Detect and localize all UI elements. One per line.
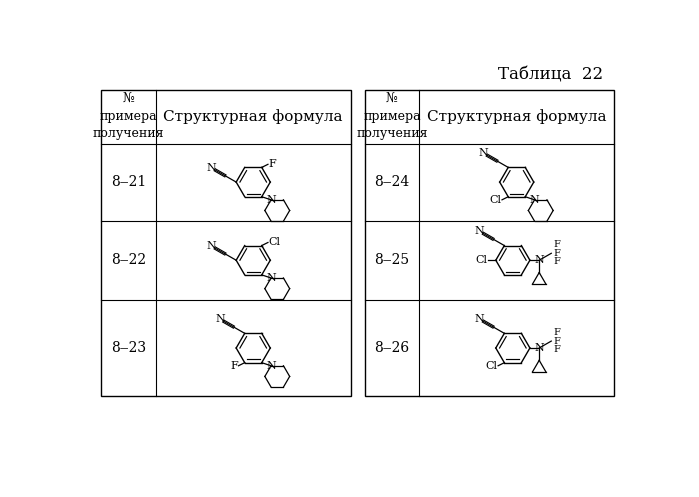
Text: 8‒23: 8‒23 bbox=[111, 341, 146, 355]
Text: N: N bbox=[475, 226, 484, 236]
Text: Структурная формула: Структурная формула bbox=[164, 109, 343, 124]
Text: Cl: Cl bbox=[268, 238, 281, 248]
Text: 8‒22: 8‒22 bbox=[111, 253, 146, 267]
Text: 8‒24: 8‒24 bbox=[375, 175, 410, 189]
Text: N: N bbox=[479, 148, 488, 158]
Text: N: N bbox=[475, 314, 484, 324]
Text: N: N bbox=[534, 343, 544, 353]
Text: N: N bbox=[206, 163, 216, 173]
Text: N: N bbox=[266, 273, 276, 283]
Text: Таблица  22: Таблица 22 bbox=[498, 67, 603, 83]
Text: N: N bbox=[534, 255, 544, 265]
Text: F: F bbox=[554, 336, 561, 345]
Text: Структурная формула: Структурная формула bbox=[427, 109, 607, 124]
Text: F: F bbox=[554, 241, 561, 249]
Text: N: N bbox=[266, 361, 276, 371]
Text: 8‒21: 8‒21 bbox=[111, 175, 146, 189]
Text: 8‒26: 8‒26 bbox=[375, 341, 410, 355]
Text: Cl: Cl bbox=[489, 195, 501, 205]
Bar bbox=[101, 89, 351, 396]
Text: Cl: Cl bbox=[475, 255, 487, 265]
Text: N: N bbox=[530, 195, 540, 205]
Text: №
примера
получения: № примера получения bbox=[356, 93, 428, 140]
Text: N: N bbox=[215, 314, 225, 324]
Text: F: F bbox=[554, 257, 561, 266]
Text: F: F bbox=[554, 249, 561, 258]
Text: F: F bbox=[230, 361, 238, 371]
Text: №
примера
получения: № примера получения bbox=[93, 93, 164, 140]
Text: F: F bbox=[554, 328, 561, 337]
Text: F: F bbox=[268, 160, 277, 169]
Bar bbox=[365, 89, 614, 396]
Text: Cl: Cl bbox=[485, 361, 498, 371]
Text: 8‒25: 8‒25 bbox=[375, 253, 410, 267]
Text: N: N bbox=[206, 241, 216, 251]
Text: F: F bbox=[554, 345, 561, 354]
Text: N: N bbox=[266, 195, 276, 205]
